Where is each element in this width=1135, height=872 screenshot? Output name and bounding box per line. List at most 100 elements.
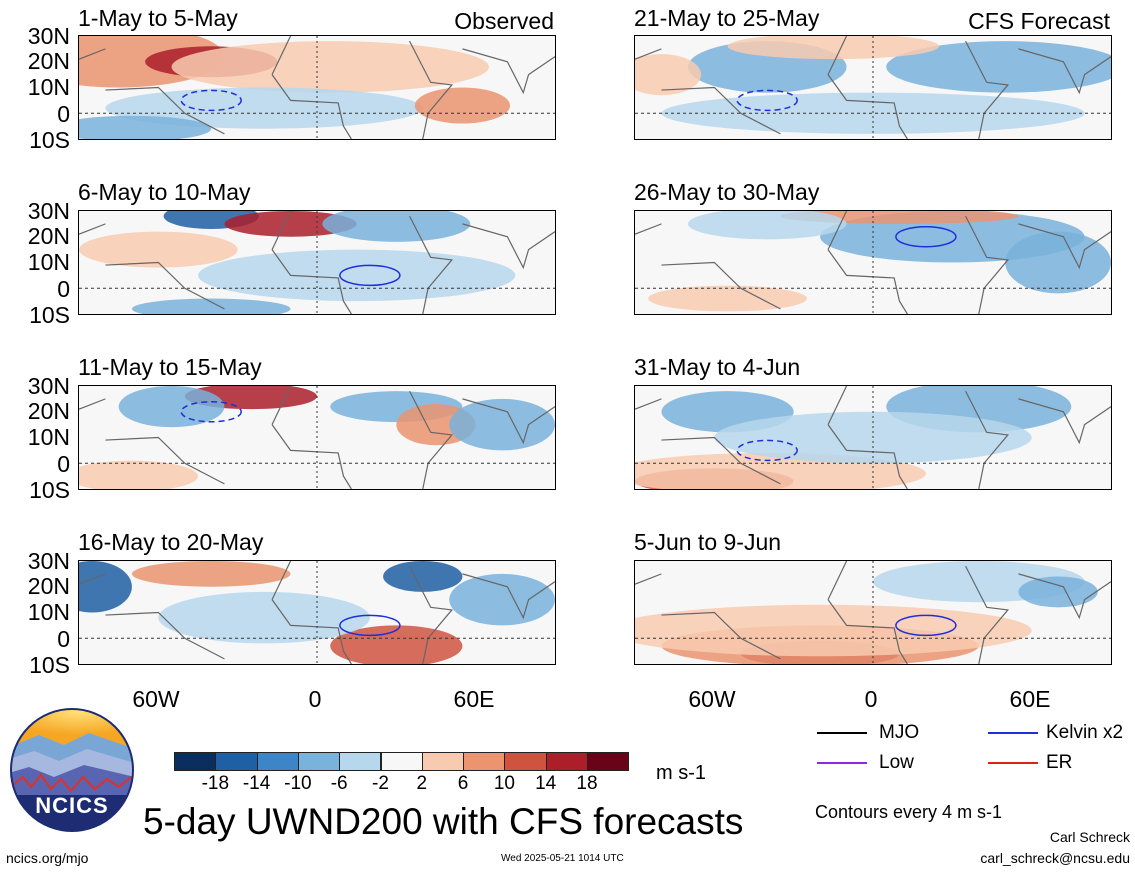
coastline [79, 561, 555, 664]
wind-anomaly-region [635, 604, 1032, 657]
map-panel-8 [634, 560, 1112, 665]
lon-label-60e-left: 60E [453, 686, 495, 712]
lat-label-row3-1: 20N [27, 398, 70, 424]
legend-er-line [988, 762, 1038, 764]
colorbar-box [587, 752, 630, 771]
panel-2-title: 6-May to 10-May [78, 179, 251, 205]
colorbar-tick-label: -18 [201, 773, 230, 794]
colorbar-tick-label: -14 [242, 773, 271, 794]
panel-3-title: 11-May to 15-May [78, 354, 262, 380]
kelvin-contour [736, 439, 798, 462]
wind-anomaly-region [322, 211, 471, 242]
lat-label-row4-4: 10S [29, 652, 70, 678]
coastline [635, 561, 1111, 664]
colorbar-box [215, 752, 258, 771]
coastline [635, 36, 1111, 139]
lat-label-row1-1: 20N [27, 48, 70, 74]
lon-label-60e-right: 60E [1009, 686, 1051, 712]
lat-label-row3-2: 10N [27, 424, 70, 450]
colorbar-box [421, 752, 465, 771]
map-panel-4 [78, 560, 556, 665]
lat-label-row3-0: 30N [27, 373, 70, 399]
wind-anomaly-region [79, 561, 132, 613]
lat-label-row1-0: 30N [27, 23, 70, 49]
coastline [635, 386, 1111, 489]
lat-label-row2-4: 10S [29, 302, 70, 328]
main-title: 5-day UWND200 with CFS forecasts [143, 801, 744, 842]
lat-label-row2-0: 30N [27, 198, 70, 224]
lat-label-row2-3: 0 [57, 276, 70, 302]
lat-label-row2-2: 10N [27, 249, 70, 275]
legend-mjo-line [817, 732, 867, 734]
panel-4-title: 16-May to 20-May [78, 529, 264, 555]
wind-anomaly-region [687, 211, 847, 240]
contour-note: Contours every 4 m s-1 [815, 802, 1003, 822]
logo-text: NCICS [35, 793, 109, 818]
wind-anomaly-region [635, 54, 702, 96]
lon-label-60w-right: 60W [688, 686, 736, 712]
legend-low-line [817, 762, 867, 764]
map-panel-7-field [635, 386, 1111, 489]
panel-1-title: 1-May to 5-May [78, 5, 238, 31]
wind-anomaly-region [118, 386, 225, 428]
lon-label-0-left: 0 [308, 686, 322, 712]
colorbar-tick-label: 2 [416, 773, 428, 794]
panel-7-title: 31-May to 4-Jun [634, 354, 801, 380]
lon-label-60w-left: 60W [132, 686, 180, 712]
footer-link[interactable]: ncics.org/mjo [6, 850, 89, 866]
map-panel-5-field [635, 36, 1111, 139]
author-name: Carl Schreck [1049, 829, 1130, 845]
lat-label-row4-2: 10N [27, 599, 70, 625]
kelvin-contour [736, 89, 798, 112]
map-panel-8-field [635, 561, 1111, 664]
colorbar-box [339, 752, 382, 771]
legend-er-label: ER [1046, 752, 1073, 773]
map-panel-4-field [79, 561, 555, 664]
colorbar-box [504, 752, 547, 771]
colorbar-tick-label: 10 [493, 773, 515, 794]
wind-anomaly-region [648, 285, 807, 312]
wind-anomaly-region [727, 36, 940, 60]
colorbar-box [380, 752, 423, 771]
wind-anomaly-region [131, 298, 291, 314]
lat-label-row3-4: 10S [29, 477, 70, 503]
legend-mjo-label: MJO [879, 722, 920, 743]
colorbar-box [174, 752, 217, 771]
lon-label-0-right: 0 [864, 686, 878, 712]
author-email[interactable]: carl_schreck@ncsu.edu [980, 850, 1130, 866]
wind-anomaly-region [383, 561, 463, 592]
kelvin-contour [895, 614, 957, 637]
wind-anomaly-region [1018, 576, 1098, 608]
wind-anomaly-region [886, 41, 1111, 93]
map-panel-1-field [79, 36, 555, 139]
wind-anomaly-region [224, 211, 357, 237]
map-panel-1 [78, 35, 556, 140]
wind-anomaly-region [197, 249, 516, 302]
wind-anomaly-region [1005, 231, 1111, 294]
wind-anomaly-region [105, 87, 423, 129]
panel-6-title: 26-May to 30-May [634, 179, 820, 205]
panel-1-label: Observed [454, 8, 554, 34]
map-panel-6 [634, 210, 1112, 315]
kelvin-contour [180, 89, 242, 112]
lat-label-row4-1: 20N [27, 573, 70, 599]
colorbar-tick-label: -6 [330, 773, 348, 794]
footer-timestamp: Wed 2025-05-21 1014 UTC [501, 853, 624, 864]
wind-anomaly-region [158, 591, 370, 644]
lat-label-row1-2: 10N [27, 74, 70, 100]
kelvin-contour [339, 614, 401, 637]
kelvin-contour [895, 226, 957, 248]
coastline [635, 211, 1111, 314]
wind-anomaly-region [449, 398, 555, 451]
legend-kelvin-label: Kelvin x2 [1046, 722, 1124, 743]
colorbar-box [463, 752, 506, 771]
panel-5-title: 21-May to 25-May [634, 5, 820, 31]
map-panel-2-field [79, 211, 555, 314]
colorbar-tick-label: 14 [535, 773, 557, 794]
colorbar-tick-label: 18 [576, 773, 598, 794]
panel-5-label: CFS Forecast [968, 8, 1110, 34]
colorbar-tick-label: -10 [284, 773, 312, 794]
colorbar-box [256, 752, 299, 771]
lat-label-row4-0: 30N [27, 548, 70, 574]
legend-low-label: Low [879, 752, 914, 773]
